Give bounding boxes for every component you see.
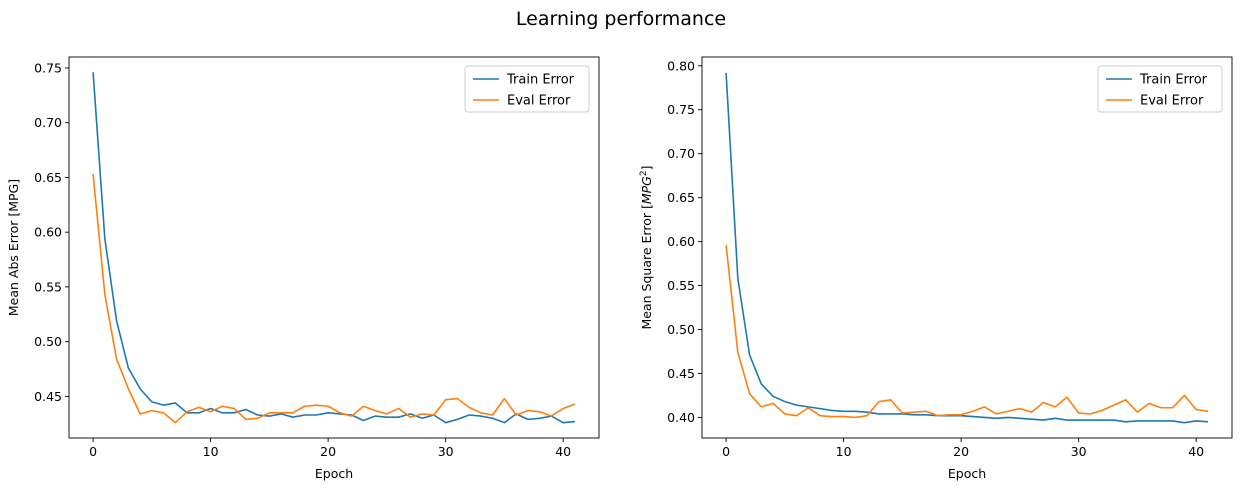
y-tick-label: 0.45 <box>667 366 695 381</box>
legend-entry: Train Error <box>1139 73 1208 88</box>
y-axis-label: Mean Square Error [MPG2] <box>639 166 654 330</box>
x-tick-label: 30 <box>1071 444 1087 459</box>
x-tick-label: 20 <box>320 444 336 459</box>
x-tick-label: 0 <box>89 444 97 459</box>
legend-entry: Eval Error <box>507 94 571 109</box>
y-axis-label: Mean Abs Error [MPG] <box>6 179 21 316</box>
legend-entry: Train Error <box>506 73 575 88</box>
y-tick-label: 0.75 <box>34 60 62 75</box>
x-tick-label: 10 <box>836 444 852 459</box>
figure-title: Learning performance <box>516 8 726 30</box>
y-tick-label: 0.65 <box>34 170 62 185</box>
y-tick-label: 0.55 <box>667 278 695 293</box>
series-line-eval-error <box>92 174 576 424</box>
y-tick-label: 0.50 <box>34 334 62 349</box>
y-tick-label: 0.45 <box>34 389 62 404</box>
axes-frame <box>701 56 1233 439</box>
y-tick-label: 0.70 <box>667 146 695 161</box>
x-tick-label: 40 <box>1188 444 1204 459</box>
y-tick-label: 0.50 <box>667 322 695 337</box>
x-tick-label: 0 <box>722 444 730 459</box>
y-tick-label: 0.55 <box>34 279 62 294</box>
x-axis-label: Epoch <box>948 466 986 481</box>
series-line-train-error <box>92 72 575 424</box>
y-tick-label: 0.40 <box>667 410 695 425</box>
x-tick-label: 20 <box>953 444 969 459</box>
legend-entry: Eval Error <box>1140 94 1204 109</box>
y-tick-label: 0.70 <box>34 115 62 130</box>
y-tick-label: 0.80 <box>667 58 695 73</box>
x-axis-label: Epoch <box>315 466 353 481</box>
series-line-train-error <box>725 72 1208 424</box>
y-tick-label: 0.60 <box>34 225 62 240</box>
x-tick-label: 40 <box>555 444 571 459</box>
x-tick-label: 30 <box>438 444 454 459</box>
axes-frame <box>68 56 600 439</box>
y-tick-label: 0.75 <box>667 102 695 117</box>
mae-chart: 0 10 20 30 40 0.45 0.50 0.55 0.60 0.65 0.70 0.75 Epo… <box>6 56 600 481</box>
y-tick-label: 0.60 <box>667 234 695 249</box>
x-tick-label: 10 <box>203 444 219 459</box>
series-line-eval-error <box>725 245 1209 419</box>
mse-chart: 0 10 20 30 40 0.40 0.45 0.50 0.55 0.60 0.65 0.70 0.7… <box>639 56 1233 481</box>
y-tick-label: 0.65 <box>667 190 695 205</box>
